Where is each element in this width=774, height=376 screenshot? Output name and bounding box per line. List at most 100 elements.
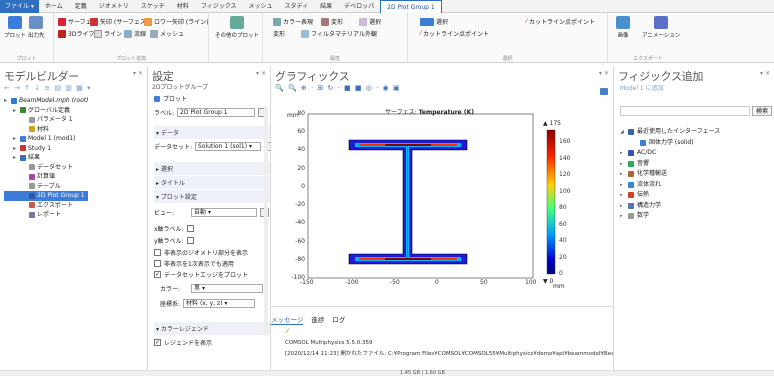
option-hidden-geometry[interactable]: 非表示のジオメトリ部分を表示	[154, 248, 248, 257]
animation-export-button[interactable]: アニメーション	[642, 16, 680, 39]
section-title[interactable]: ▸ タイトル	[154, 176, 270, 189]
physics-item[interactable]: 固体力学 (solid)	[620, 138, 720, 149]
tree-item[interactable]: ▸ BeamModel.mph (root)	[4, 96, 88, 106]
tab-home[interactable]: ホーム	[44, 2, 63, 10]
apply-hidden-checkbox[interactable]	[154, 260, 161, 267]
select-button[interactable]: 選択	[420, 17, 448, 26]
clear-messages-icon[interactable]: ⁄	[287, 328, 289, 335]
graphics-toolbar[interactable]: 🔍 🔍 ⊕ · ⊞ ↻ · ■ ■ ◎ · ◉ ▣	[275, 84, 401, 92]
tab-file[interactable]: ファイル ▾	[0, 0, 39, 13]
3d-plot-button[interactable]: 3Dライフ	[58, 29, 94, 38]
panel-divider[interactable]	[613, 66, 614, 370]
physics-item[interactable]: ▸ AC/DC	[620, 148, 720, 159]
expand-caret-icon[interactable]: ▸	[620, 171, 623, 177]
tab-progress[interactable]: 進捗	[311, 316, 325, 324]
settings-plot-button[interactable]: プロット	[154, 94, 187, 103]
tree-item[interactable]: ▸ 結果	[4, 153, 88, 163]
xaxis-checkbox[interactable]	[186, 225, 194, 232]
panel-divider[interactable]	[147, 66, 148, 370]
section-plot-settings[interactable]: ▾ プロット設定	[154, 190, 270, 203]
panel-divider[interactable]	[270, 66, 271, 370]
panel-controls[interactable]: ▾ ✕	[599, 70, 609, 77]
settings-scrollbar[interactable]	[264, 106, 268, 336]
tab-materials[interactable]: 材料	[176, 2, 189, 10]
tree-item[interactable]: ▸ Study 1	[4, 144, 88, 154]
deformation-button[interactable]: 変形	[321, 17, 343, 26]
graphics-expand-icon[interactable]	[600, 88, 608, 95]
tree-item[interactable]: ▸ グローバル定義	[4, 106, 88, 116]
expand-caret-icon[interactable]: ▸	[620, 181, 623, 188]
physics-item[interactable]: ▸ 流体流れ	[620, 180, 720, 191]
add-to-model[interactable]: Model 1 に追加	[620, 85, 664, 92]
arrow-line-button[interactable]: 矢印 (ライン)	[172, 19, 209, 26]
physics-item[interactable]: ▸ 音響	[620, 159, 720, 170]
mesh-plot-button[interactable]: メッシュ	[150, 29, 184, 38]
expand-caret-icon[interactable]: ▸	[13, 135, 17, 142]
more-plots-button[interactable]: その他のプロット	[215, 16, 259, 39]
option-apply-hidden[interactable]: 非表示を1次表示でも適用	[154, 259, 234, 268]
tab-mesh[interactable]: メッシュ	[248, 2, 273, 10]
tab-sketch[interactable]: スケッチ	[140, 2, 165, 10]
plot-area[interactable]: サーフェス: Temperature (K) mm mm ▲ 175 ▼ 0 8…	[285, 106, 603, 290]
material-appearance-button[interactable]: マテリアル外観	[335, 31, 377, 38]
tab-log[interactable]: ログ	[332, 316, 346, 324]
expand-caret-icon[interactable]: ▸	[620, 150, 623, 156]
plot-button[interactable]: プロット	[4, 16, 26, 39]
option-plot-edges[interactable]: ✓ データセットエッジをプロット	[154, 271, 249, 279]
physics-item[interactable]: ▸ 数学	[620, 211, 720, 222]
physics-item[interactable]: ▸ 化学種輸送	[620, 169, 720, 180]
line-plot-button[interactable]: ライン	[94, 29, 122, 38]
expand-caret-icon[interactable]: ▸	[13, 144, 17, 152]
physics-item[interactable]: ▸ 伝熱	[620, 190, 720, 201]
tree-item[interactable]: 計算値	[4, 172, 88, 182]
label-field[interactable]: 2D Plot Group 1	[177, 108, 256, 117]
surface-plot-button[interactable]: サーフェス	[58, 17, 98, 26]
tab-messages[interactable]: メッセージ	[271, 316, 304, 325]
tab-geometry[interactable]: ジオメトリ	[98, 2, 129, 10]
expand-caret-icon[interactable]: ▸	[620, 160, 623, 167]
panel-controls[interactable]: ▾ ✕	[256, 70, 266, 77]
color-expression-button[interactable]: カラー表現	[273, 17, 313, 26]
section-data[interactable]: ▾ データ	[154, 126, 270, 139]
tab-definitions[interactable]: 定義	[74, 2, 87, 10]
plot-edges-checkbox[interactable]: ✓	[154, 271, 161, 278]
expand-caret-icon[interactable]: ▸	[4, 97, 8, 104]
section-color-legend[interactable]: ▾ カラーレジェンド	[154, 322, 270, 335]
physics-item[interactable]: ◢ 最近使用したインターフェース	[620, 127, 720, 138]
yaxis-checkbox[interactable]	[186, 237, 194, 244]
color-select[interactable]: 黒 ▾	[191, 284, 264, 293]
cutline-point-button[interactable]: ⁄ カットライン点ポイント	[526, 18, 596, 26]
option-show-legend[interactable]: ✓ レジェンドを表示	[154, 339, 213, 347]
plot-to-button[interactable]: 出力先	[28, 16, 45, 39]
physics-search-input[interactable]	[620, 106, 750, 116]
expand-caret-icon[interactable]: ▸	[13, 154, 17, 161]
dataset-select[interactable]: Solution 1 (sol1) ▾	[195, 142, 262, 151]
tree-item[interactable]: ▸ Model 1 (mod1)	[4, 134, 88, 144]
show-legend-checkbox[interactable]: ✓	[154, 339, 161, 346]
expand-caret-icon[interactable]: ▸	[620, 192, 623, 198]
physics-search-button[interactable]: 検索	[752, 106, 772, 116]
tab-results[interactable]: 結果	[320, 2, 333, 10]
hidden-geometry-checkbox[interactable]	[154, 249, 161, 256]
tree-item[interactable]: パラメータ 1	[4, 115, 88, 125]
tab-study[interactable]: スタディ	[284, 2, 309, 10]
tree-item[interactable]: テーブル	[4, 182, 88, 192]
tree-item[interactable]: データセット	[4, 163, 88, 173]
tree-item[interactable]: 材料	[4, 125, 88, 135]
tab-2d-plot-group[interactable]: 2D Plot Group 1	[380, 0, 442, 13]
deform2-button[interactable]: 変形	[273, 31, 286, 38]
expand-caret-icon[interactable]: ▸	[13, 106, 17, 114]
tab-physics[interactable]: フィジックス	[200, 2, 237, 10]
tree-item[interactable]: レポート	[4, 210, 88, 220]
selection-attr-button[interactable]: 選択	[359, 17, 381, 26]
frame-select[interactable]: 材料 (x, y, z) ▾	[183, 299, 256, 308]
panel-controls[interactable]: ▾ ✕	[133, 70, 143, 77]
arrow-surface-button[interactable]: 矢印 (サーフェス)	[90, 17, 148, 26]
model-builder-toolbar[interactable]: ← → ↑ ↓ ≡ ▤ ▥ ▦ ▾	[4, 84, 92, 92]
tree-item[interactable]: エクスポート	[4, 201, 88, 211]
filter-button[interactable]: フィルタ	[301, 29, 335, 38]
expand-caret-icon[interactable]: ◢	[620, 129, 624, 135]
panel-controls[interactable]: ▾ ✕	[760, 70, 770, 77]
cutline-point-button-2[interactable]: ⁄ カットライン点ポイント	[420, 30, 490, 38]
section-selection[interactable]: ▸ 選択	[154, 162, 270, 175]
